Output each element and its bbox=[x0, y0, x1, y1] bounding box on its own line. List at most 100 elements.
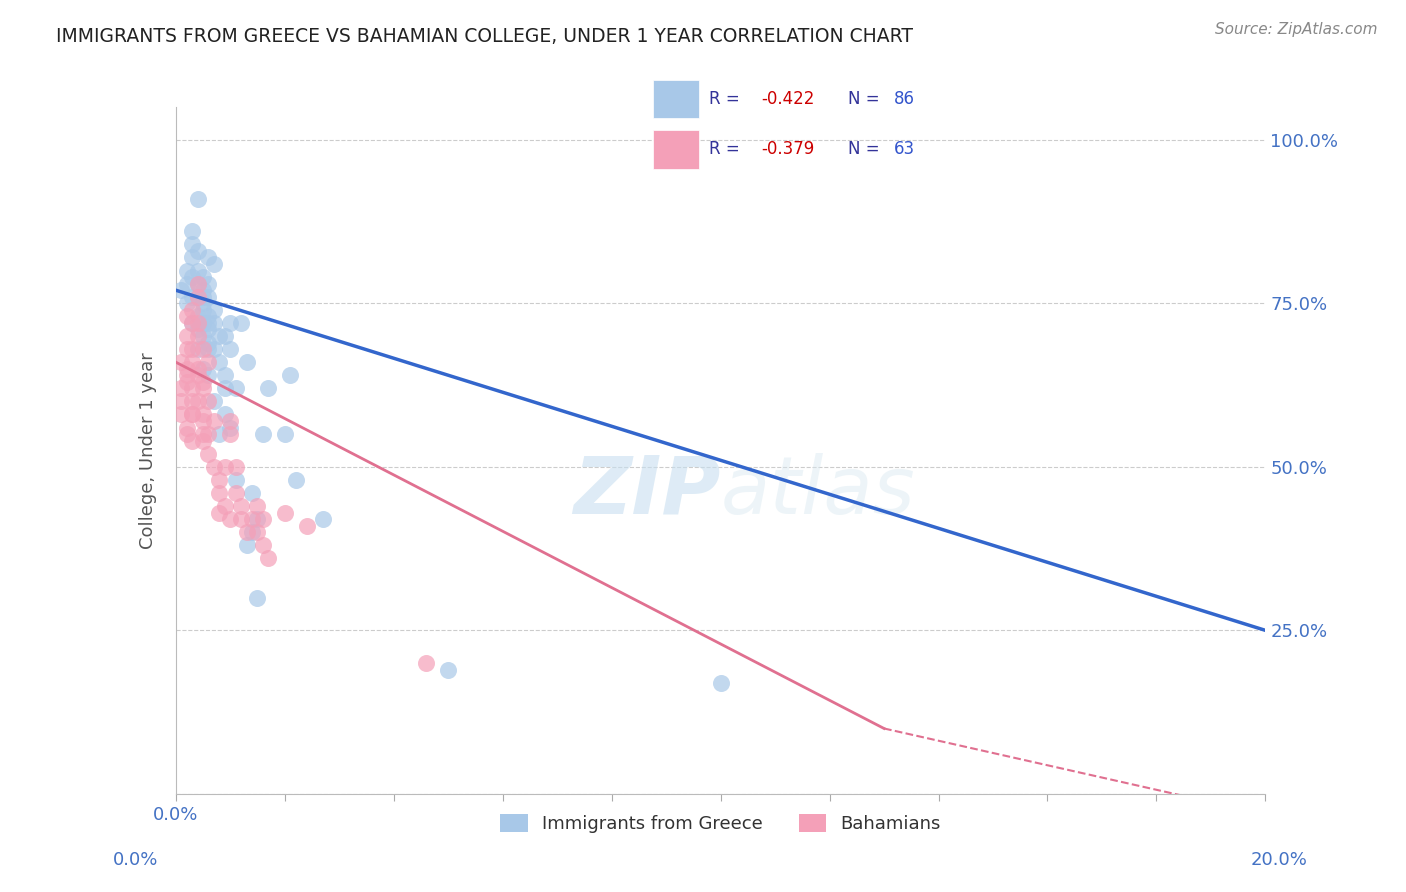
Point bbox=[197, 251, 219, 265]
Point bbox=[191, 381, 214, 395]
Point bbox=[231, 316, 253, 330]
Point bbox=[235, 538, 257, 552]
Point bbox=[219, 414, 242, 428]
Point bbox=[710, 675, 733, 690]
Point bbox=[274, 506, 297, 520]
Text: IMMIGRANTS FROM GREECE VS BAHAMIAN COLLEGE, UNDER 1 YEAR CORRELATION CHART: IMMIGRANTS FROM GREECE VS BAHAMIAN COLLE… bbox=[56, 27, 914, 45]
Point bbox=[257, 381, 280, 395]
Point bbox=[231, 512, 253, 526]
Point bbox=[252, 538, 274, 552]
Point bbox=[202, 257, 225, 271]
Y-axis label: College, Under 1 year: College, Under 1 year bbox=[139, 352, 157, 549]
Point bbox=[202, 302, 225, 317]
Point bbox=[225, 473, 247, 487]
Point bbox=[219, 342, 242, 356]
Point bbox=[181, 434, 204, 448]
Point bbox=[197, 394, 219, 409]
Point bbox=[219, 512, 242, 526]
Point bbox=[191, 375, 214, 389]
Point bbox=[197, 277, 219, 291]
Point bbox=[181, 408, 204, 422]
Point bbox=[197, 335, 219, 350]
Point bbox=[181, 290, 204, 304]
Point bbox=[246, 525, 269, 540]
Point bbox=[219, 420, 242, 434]
Point bbox=[197, 447, 219, 461]
Point bbox=[186, 290, 209, 304]
Point bbox=[181, 302, 204, 317]
Point bbox=[231, 499, 253, 513]
Point bbox=[225, 459, 247, 474]
Point bbox=[181, 224, 204, 238]
Point bbox=[176, 427, 198, 442]
Point bbox=[240, 486, 263, 500]
Point bbox=[197, 322, 219, 336]
Point bbox=[252, 427, 274, 442]
Point bbox=[240, 512, 263, 526]
Point bbox=[197, 316, 219, 330]
Point bbox=[191, 329, 214, 343]
Text: atlas: atlas bbox=[721, 452, 915, 531]
Point bbox=[415, 656, 437, 670]
Point bbox=[202, 459, 225, 474]
Point bbox=[197, 355, 219, 369]
Point bbox=[208, 486, 231, 500]
Point bbox=[186, 244, 209, 258]
Point bbox=[240, 525, 263, 540]
Point bbox=[186, 368, 209, 383]
Point bbox=[176, 420, 198, 434]
Point bbox=[186, 263, 209, 277]
Point bbox=[170, 283, 193, 297]
Point bbox=[191, 427, 214, 442]
Text: Source: ZipAtlas.com: Source: ZipAtlas.com bbox=[1215, 22, 1378, 37]
Point bbox=[274, 427, 297, 442]
Point bbox=[191, 414, 214, 428]
Point bbox=[197, 342, 219, 356]
Point bbox=[208, 473, 231, 487]
Text: 0.0%: 0.0% bbox=[112, 851, 157, 869]
Point bbox=[176, 296, 198, 310]
Point bbox=[181, 251, 204, 265]
Point bbox=[181, 342, 204, 356]
Point bbox=[186, 361, 209, 376]
Point bbox=[186, 192, 209, 206]
Point bbox=[186, 342, 209, 356]
Point bbox=[225, 486, 247, 500]
Point bbox=[170, 355, 193, 369]
Point bbox=[191, 316, 214, 330]
Point bbox=[191, 270, 214, 285]
Point bbox=[295, 518, 318, 533]
Point bbox=[208, 329, 231, 343]
Text: -0.422: -0.422 bbox=[761, 90, 814, 108]
Point bbox=[191, 342, 214, 356]
Point bbox=[257, 551, 280, 566]
Point bbox=[181, 408, 204, 422]
Point bbox=[214, 368, 236, 383]
Point bbox=[181, 381, 204, 395]
Point bbox=[284, 473, 307, 487]
Point bbox=[186, 329, 209, 343]
FancyBboxPatch shape bbox=[652, 80, 699, 119]
Point bbox=[197, 427, 219, 442]
Point bbox=[191, 302, 214, 317]
Point bbox=[191, 434, 214, 448]
Point bbox=[191, 408, 214, 422]
Point bbox=[202, 342, 225, 356]
Point bbox=[252, 512, 274, 526]
Point bbox=[202, 414, 225, 428]
Text: ZIP: ZIP bbox=[574, 452, 721, 531]
Point bbox=[214, 329, 236, 343]
Point bbox=[176, 263, 198, 277]
Point bbox=[191, 290, 214, 304]
Point bbox=[202, 316, 225, 330]
Point bbox=[186, 277, 209, 291]
Point bbox=[278, 368, 301, 383]
Point bbox=[197, 290, 219, 304]
Point bbox=[181, 237, 204, 252]
Text: 20.0%: 20.0% bbox=[1251, 851, 1308, 869]
Point bbox=[208, 427, 231, 442]
Point bbox=[191, 361, 214, 376]
Point bbox=[214, 459, 236, 474]
Text: N =: N = bbox=[848, 90, 884, 108]
Point bbox=[235, 355, 257, 369]
